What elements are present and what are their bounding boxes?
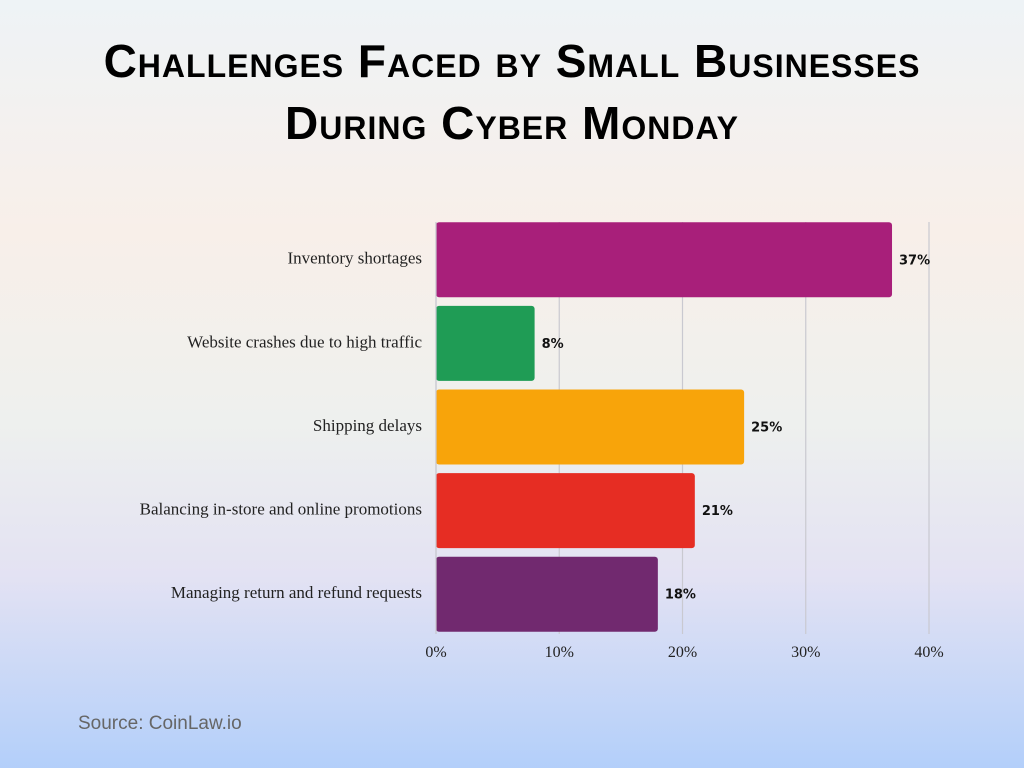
y-tick-label: Website crashes due to high traffic	[187, 332, 422, 351]
y-tick-label: Balancing in-store and online promotions	[140, 500, 422, 519]
source-note: Source: CoinLaw.io	[78, 713, 242, 734]
bar	[436, 473, 695, 549]
y-tick-label: Inventory shortages	[287, 249, 422, 268]
bar	[436, 222, 893, 298]
value-label: 25%	[751, 421, 782, 436]
y-tick-label: Shipping delays	[313, 416, 422, 435]
x-tick-label: 10%	[545, 644, 574, 661]
y-tick-label: Managing return and refund requests	[171, 583, 422, 602]
value-label: 8%	[542, 337, 564, 352]
chart-title: Challenges Faced by Small Businesses Dur…	[103, 35, 921, 149]
bar	[436, 389, 745, 465]
x-tick-label: 0%	[425, 644, 446, 661]
bar	[436, 305, 535, 381]
x-tick-label: 30%	[791, 644, 820, 661]
x-tick-label: 20%	[668, 644, 697, 661]
value-label: 18%	[665, 588, 696, 603]
x-tick-label: 40%	[914, 644, 943, 661]
value-label: 37%	[899, 253, 930, 268]
value-label: 21%	[702, 504, 733, 519]
bar	[436, 556, 658, 632]
